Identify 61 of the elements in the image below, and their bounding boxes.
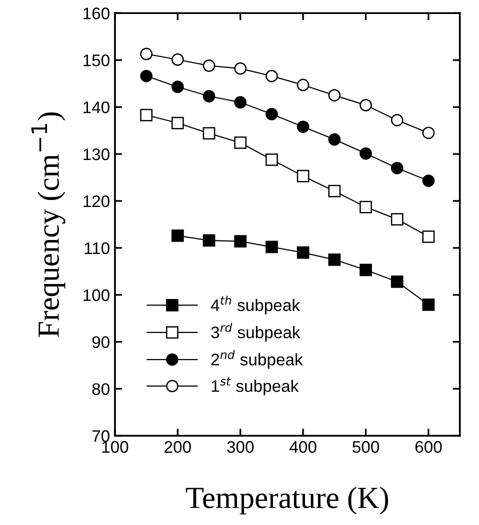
y-tick-label: 70 bbox=[92, 430, 110, 442]
x-axis-title: Temperature (K) bbox=[186, 486, 388, 514]
point bbox=[390, 213, 404, 226]
point bbox=[360, 264, 372, 276]
y-tick-label: 160 bbox=[84, 8, 110, 20]
point bbox=[202, 90, 216, 102]
y-tick-label: 120 bbox=[84, 195, 110, 208]
point bbox=[234, 96, 247, 109]
legend-label: 4$^{th}$ subpeak bbox=[210, 296, 300, 314]
point bbox=[328, 184, 341, 198]
legend-label: 3$^{rd}$ subpeak bbox=[211, 322, 300, 342]
y-tick-label: 100 bbox=[84, 289, 110, 302]
point bbox=[266, 240, 278, 254]
point bbox=[390, 114, 404, 126]
point bbox=[422, 174, 435, 187]
point bbox=[140, 48, 152, 60]
point bbox=[202, 234, 216, 247]
x-tick-label: 300 bbox=[227, 441, 254, 453]
y-axis-title: Frequency (cm$^{−1}$) bbox=[31, 112, 66, 338]
point bbox=[422, 230, 435, 243]
x-tick-label: 500 bbox=[352, 441, 380, 453]
point bbox=[234, 136, 247, 149]
point bbox=[171, 230, 184, 242]
x-tick-label: 400 bbox=[290, 441, 316, 453]
point bbox=[266, 108, 278, 120]
point bbox=[296, 170, 310, 182]
point bbox=[390, 162, 404, 174]
y-tick-label: 140 bbox=[84, 101, 110, 114]
point bbox=[266, 153, 278, 166]
y-tick-label: 150 bbox=[84, 54, 110, 66]
point bbox=[140, 108, 152, 122]
point bbox=[328, 253, 341, 266]
point bbox=[171, 116, 184, 130]
point bbox=[202, 60, 216, 72]
point bbox=[328, 89, 341, 102]
point bbox=[296, 120, 310, 133]
x-tick-label: 200 bbox=[164, 441, 191, 453]
point bbox=[234, 235, 247, 248]
point bbox=[328, 133, 341, 146]
point bbox=[360, 200, 372, 214]
point bbox=[296, 78, 310, 92]
point bbox=[422, 298, 435, 311]
point bbox=[360, 147, 372, 160]
point bbox=[140, 70, 152, 82]
y-tick-label: 130 bbox=[84, 148, 110, 160]
point bbox=[296, 246, 310, 259]
point bbox=[171, 53, 184, 66]
x-tick-label: 100 bbox=[102, 441, 128, 453]
point bbox=[390, 276, 404, 288]
point bbox=[202, 127, 216, 140]
y-tick-label: 90 bbox=[92, 336, 110, 348]
point bbox=[360, 98, 372, 112]
x-tick-label: 600 bbox=[415, 441, 442, 453]
point bbox=[422, 126, 435, 140]
legend-label: 2$^{nd}$ subpeak bbox=[211, 350, 303, 369]
y-tick-label: 80 bbox=[92, 383, 110, 395]
y-tick-label: 110 bbox=[84, 242, 110, 254]
point bbox=[234, 62, 247, 75]
point bbox=[266, 70, 278, 82]
legend-label: 1$^{st}$ subpeak bbox=[212, 377, 299, 396]
point bbox=[171, 80, 184, 94]
